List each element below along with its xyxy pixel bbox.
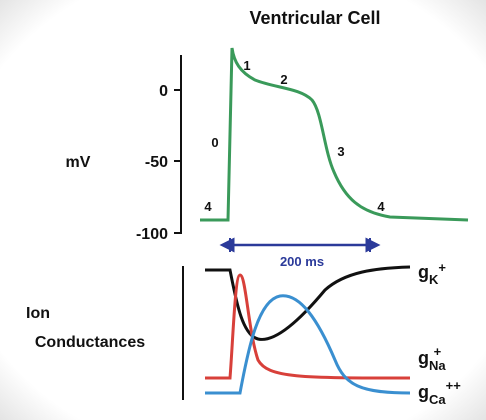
phase-label: 3 [337,144,344,159]
axis-label: mV [66,154,91,171]
gk-curve [205,265,411,341]
label-sup: + [434,344,442,359]
phase-label: 4 [377,199,385,214]
gna-curve [205,273,411,380]
label-sup: + [438,260,446,275]
phase-label: 1 [243,58,250,73]
label-base: g [418,382,429,402]
conductance-label: gCa++ [418,378,461,407]
phase-label: 4 [204,199,212,214]
label-sub: Na [429,358,446,373]
label-sub: Ca [429,392,446,407]
axis-label: Ion [26,305,50,322]
label-sup: ++ [446,378,462,393]
tick-label: 0 [159,83,168,100]
gca-curve [205,294,411,395]
action-potential-curve [200,47,469,222]
conductance-label: gNa+ [418,344,446,373]
label-base: g [418,348,429,368]
tick-label: -50 [145,154,168,171]
conductance-label: gK+ [418,260,446,287]
scale-label: 200 ms [280,254,324,269]
label-base: g [418,262,429,282]
phase-label: 0 [211,135,218,150]
phase-label: 2 [280,72,287,87]
axis-label: Conductances [35,334,145,351]
label-sub: K [429,272,439,287]
tick-label: -100 [136,226,168,243]
title: Ventricular Cell [249,8,380,28]
